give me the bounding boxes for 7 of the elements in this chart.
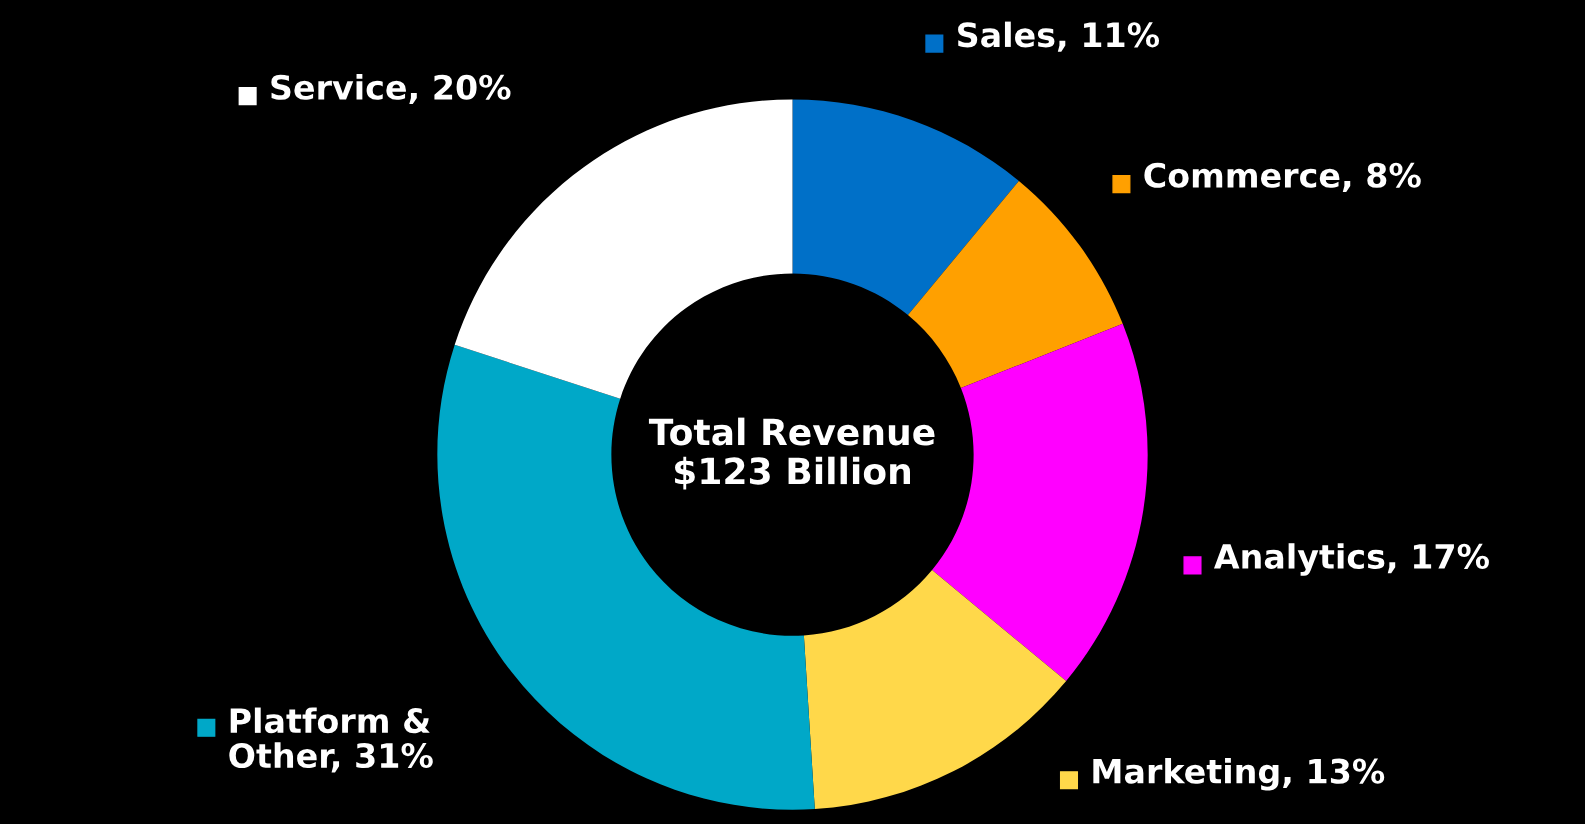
legend-label: Analytics, 17% <box>1213 543 1489 576</box>
text: Total Revenue $123 Billion <box>648 417 935 490</box>
legend-label: Commerce, 8% <box>1144 162 1421 193</box>
legend-label: Service, 20% <box>271 74 511 105</box>
legend-label: Marketing, 13% <box>1093 758 1385 791</box>
legend-label: Sales, 11% <box>958 21 1160 52</box>
legend-label: Platform & Other, 31% <box>229 707 433 773</box>
